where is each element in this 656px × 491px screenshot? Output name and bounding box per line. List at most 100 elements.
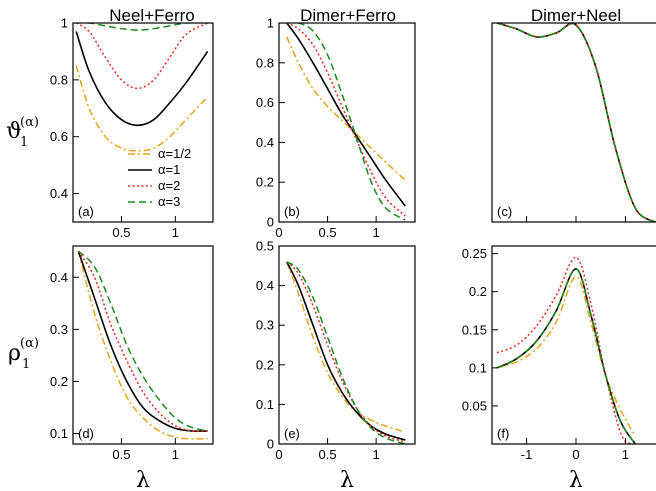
panel-f-ytick-label: 0.1 bbox=[469, 360, 487, 375]
panel-b-series bbox=[286, 23, 406, 221]
panel-a-frame bbox=[72, 22, 214, 223]
panel-e-xlabel: λ bbox=[340, 468, 354, 491]
panel-a-series-line-0 bbox=[75, 65, 209, 152]
panel-e-xtick-label: 0.5 bbox=[319, 447, 337, 462]
panel-d: 0.5 1 0.1 0.2 0.3 0.4 (d) λ bbox=[50, 245, 214, 491]
panel-a-title: Neel+Ferro bbox=[109, 6, 195, 25]
panel-f-xtick-label: 1 bbox=[622, 447, 629, 462]
legend-label-3: α=3 bbox=[158, 194, 180, 209]
panel-e-series-line-1 bbox=[286, 261, 406, 441]
panel-b-title: Dimer+Ferro bbox=[300, 6, 396, 25]
panel-f-ytick-label: 0.2 bbox=[469, 284, 487, 299]
panel-c: (c) Dimer+Neel bbox=[491, 6, 656, 223]
panel-a-series-line-3 bbox=[76, 23, 208, 31]
panel-f-series-line-3 bbox=[496, 268, 636, 444]
panel-e-ytick-label: 0.3 bbox=[256, 318, 274, 333]
panel-d-series-line-2 bbox=[77, 250, 208, 433]
panel-a-ytick-label: 1 bbox=[61, 16, 68, 31]
panel-c-series-line-1 bbox=[496, 23, 656, 222]
panel-b-xtick-label: 0.5 bbox=[319, 225, 337, 240]
legend: α=1/2α=1α=2α=3 bbox=[128, 146, 191, 209]
panel-e-ytick-label: 0.2 bbox=[256, 357, 274, 372]
panel-b-ytick-label: 0.6 bbox=[256, 95, 274, 110]
panel-c-letter: (c) bbox=[497, 204, 512, 219]
panel-a-ytick-label: 0.8 bbox=[50, 72, 68, 87]
panel-b-xtick-label: 1 bbox=[373, 225, 380, 240]
panel-f-series-line-0 bbox=[496, 275, 636, 437]
panel-e-xtick-label: 1 bbox=[373, 447, 380, 462]
panel-f-ytick-label: 0.05 bbox=[462, 398, 487, 413]
panel-f-xtick-label: -1 bbox=[521, 447, 533, 462]
panel-a-series-line-1 bbox=[75, 31, 209, 127]
panel-a-letter: (a) bbox=[78, 204, 94, 219]
panel-e-ytick-label: 0.1 bbox=[256, 397, 274, 412]
panel-b-xtick-label: 0 bbox=[275, 225, 282, 240]
y-label-rho-main: ρ bbox=[8, 341, 21, 366]
panel-a-ytick-label: 0.4 bbox=[50, 186, 68, 201]
panel-d-ytick-label: 0.1 bbox=[50, 426, 68, 441]
panel-f-letter: (f) bbox=[497, 426, 509, 441]
panel-e-series-line-2 bbox=[286, 261, 406, 443]
panel-f-ytick-label: 0.25 bbox=[462, 246, 487, 261]
panel-a-series bbox=[75, 23, 209, 152]
y-label-rho: ρ 1 (α) bbox=[8, 336, 39, 372]
panel-b-ytick-label: 0.2 bbox=[256, 175, 274, 190]
panel-d-frame bbox=[72, 245, 214, 445]
panel-d-ytick-label: 0.3 bbox=[50, 322, 68, 337]
legend-label-1: α=1 bbox=[158, 162, 180, 177]
panel-b-ytick-label: 0.8 bbox=[256, 55, 274, 70]
panel-d-series-line-3 bbox=[77, 250, 208, 432]
panel-e-series bbox=[286, 261, 406, 444]
legend-label-0: α=1/2 bbox=[158, 146, 191, 161]
panel-e-xtick-label: 0 bbox=[275, 447, 282, 462]
panel-c-series-line-3 bbox=[496, 23, 656, 222]
y-label-theta-sub: 1 bbox=[20, 135, 28, 150]
panel-c-series bbox=[496, 23, 656, 222]
panel-f-series-line-2 bbox=[496, 256, 631, 444]
panel-b-ytick-label: 0 bbox=[267, 215, 274, 230]
panel-f: -1 0 1 0.05 0.1 0.15 0.2 0.25 (f) λ bbox=[462, 245, 656, 491]
panel-b-series-line-3 bbox=[286, 23, 406, 221]
panel-b-ytick-label: 1 bbox=[267, 16, 274, 31]
panel-f-xtick-label: 0 bbox=[572, 447, 579, 462]
panel-b-series-line-0 bbox=[286, 36, 406, 181]
y-label-rho-sup: (α) bbox=[20, 336, 39, 351]
panel-d-letter: (d) bbox=[78, 426, 94, 441]
panel-a-xtick-label: 0.5 bbox=[112, 225, 130, 240]
panel-d-series-line-0 bbox=[77, 251, 208, 440]
y-label-theta-sup: (α) bbox=[20, 115, 39, 130]
panel-a-ytick-label: 0.6 bbox=[50, 129, 68, 144]
panel-a-series-line-2 bbox=[75, 23, 208, 90]
panel-c-title: Dimer+Neel bbox=[531, 6, 621, 25]
panel-e-ytick-label: 0.5 bbox=[256, 239, 274, 254]
panel-e-ytick-label: 0 bbox=[267, 437, 274, 452]
panel-a-xtick-label: 1 bbox=[172, 225, 179, 240]
panel-f-series bbox=[496, 256, 636, 444]
panel-e: 0 0.5 1 0 0.1 0.2 0.3 0.4 0.5 (e) λ bbox=[256, 239, 416, 491]
panel-d-ytick-label: 0.4 bbox=[50, 270, 68, 285]
y-label-theta: ϑ 1 (α) bbox=[6, 115, 39, 150]
panel-d-xtick-label: 0.5 bbox=[112, 447, 130, 462]
panel-c-frame bbox=[491, 22, 656, 223]
panel-e-series-line-3 bbox=[286, 261, 406, 444]
panel-b-frame bbox=[278, 22, 416, 223]
panel-c-series-line-2 bbox=[496, 23, 656, 222]
panel-b-ytick-label: 0.4 bbox=[256, 135, 274, 150]
panel-b-series-line-2 bbox=[286, 23, 406, 217]
panel-a: 0.5 1 0.4 0.6 0.8 1 (a) Neel+Ferro bbox=[50, 6, 214, 240]
panel-c-series-line-0 bbox=[496, 23, 656, 222]
panel-e-ytick-label: 0.4 bbox=[256, 278, 274, 293]
panel-f-xlabel: λ bbox=[569, 468, 583, 491]
legend-label-2: α=2 bbox=[158, 178, 180, 193]
panel-f-frame bbox=[491, 245, 656, 445]
panel-e-letter: (e) bbox=[284, 426, 300, 441]
panel-f-ytick-label: 0.15 bbox=[462, 322, 487, 337]
panel-d-ytick-label: 0.2 bbox=[50, 374, 68, 389]
panel-b: 0 0.5 1 0 0.2 0.4 0.6 0.8 1 (b) Dimer+Ferro bbox=[256, 6, 416, 240]
panel-d-series bbox=[77, 250, 208, 440]
panel-e-series-line-0 bbox=[286, 261, 406, 433]
panel-d-xlabel: λ bbox=[136, 468, 150, 491]
panel-e-frame bbox=[278, 245, 416, 445]
